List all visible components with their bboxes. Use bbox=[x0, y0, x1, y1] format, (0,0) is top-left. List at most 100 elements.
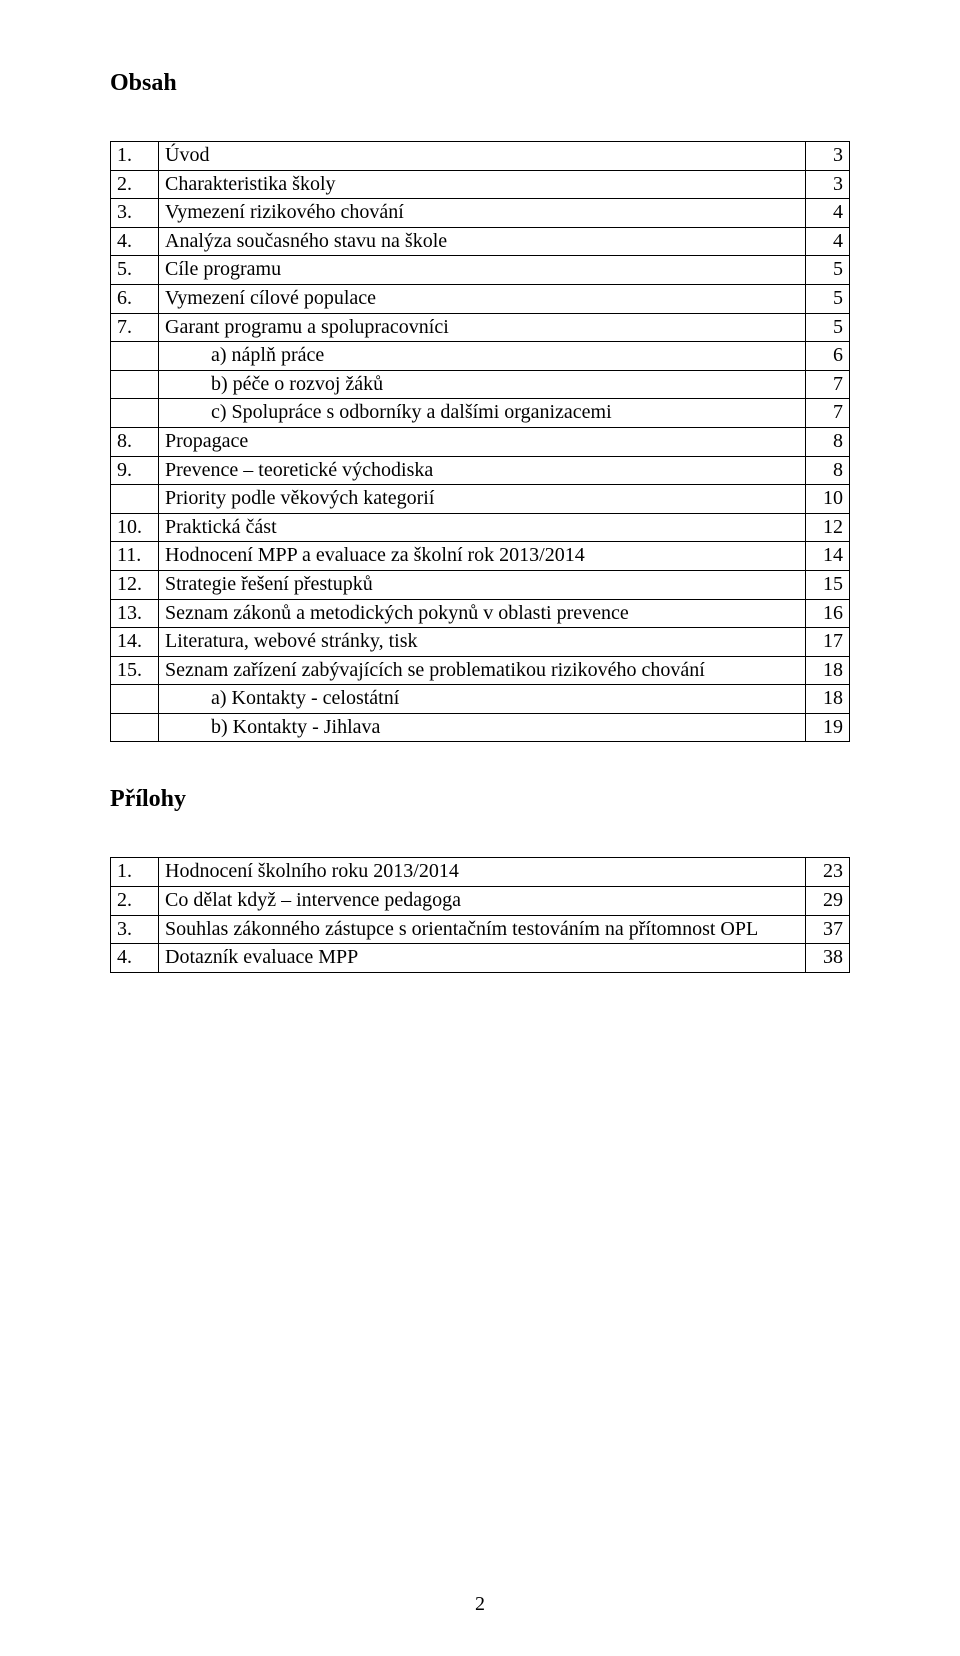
row-text: Co dělat když – intervence pedagoga bbox=[159, 887, 806, 916]
table-row: 13.Seznam zákonů a metodických pokynů v … bbox=[111, 599, 850, 628]
row-number: 7. bbox=[111, 313, 159, 342]
row-text: Praktická část bbox=[159, 513, 806, 542]
row-text: a) náplň práce bbox=[159, 342, 806, 371]
row-number: 3. bbox=[111, 199, 159, 228]
row-text: Strategie řešení přestupků bbox=[159, 570, 806, 599]
row-text: Vymezení rizikového chování bbox=[159, 199, 806, 228]
row-text: Charakteristika školy bbox=[159, 170, 806, 199]
row-page: 5 bbox=[806, 256, 850, 285]
row-number: 4. bbox=[111, 944, 159, 973]
row-number: 9. bbox=[111, 456, 159, 485]
row-number: 8. bbox=[111, 427, 159, 456]
table-row: a) náplň práce6 bbox=[111, 342, 850, 371]
row-text: Hodnocení MPP a evaluace za školní rok 2… bbox=[159, 542, 806, 571]
toc-table-attachments: 1.Hodnocení školního roku 2013/2014232.C… bbox=[110, 857, 850, 972]
row-text: Propagace bbox=[159, 427, 806, 456]
row-page: 10 bbox=[806, 485, 850, 514]
attachments-heading: Přílohy bbox=[110, 786, 850, 813]
row-page: 19 bbox=[806, 713, 850, 742]
table-row: c) Spolupráce s odborníky a dalšími orga… bbox=[111, 399, 850, 428]
row-number: 12. bbox=[111, 570, 159, 599]
row-page: 18 bbox=[806, 656, 850, 685]
table-row: 4.Dotazník evaluace MPP38 bbox=[111, 944, 850, 973]
table-row: 3.Souhlas zákonného zástupce s orientačn… bbox=[111, 915, 850, 944]
row-page: 3 bbox=[806, 170, 850, 199]
table-row: 5.Cíle programu5 bbox=[111, 256, 850, 285]
row-number: 5. bbox=[111, 256, 159, 285]
row-number bbox=[111, 485, 159, 514]
row-page: 37 bbox=[806, 915, 850, 944]
row-page: 3 bbox=[806, 142, 850, 171]
row-text: Literatura, webové stránky, tisk bbox=[159, 628, 806, 657]
table-row: 12.Strategie řešení přestupků15 bbox=[111, 570, 850, 599]
row-text: Seznam zákonů a metodických pokynů v obl… bbox=[159, 599, 806, 628]
table-row: 2.Charakteristika školy3 bbox=[111, 170, 850, 199]
row-number: 1. bbox=[111, 142, 159, 171]
row-page: 7 bbox=[806, 370, 850, 399]
page-number: 2 bbox=[110, 1593, 850, 1616]
row-page: 15 bbox=[806, 570, 850, 599]
table-row: 8.Propagace8 bbox=[111, 427, 850, 456]
row-text: Priority podle věkových kategorií bbox=[159, 485, 806, 514]
row-text: Dotazník evaluace MPP bbox=[159, 944, 806, 973]
row-text: Garant programu a spolupracovníci bbox=[159, 313, 806, 342]
row-page: 8 bbox=[806, 456, 850, 485]
row-page: 4 bbox=[806, 227, 850, 256]
table-row: 7.Garant programu a spolupracovníci5 bbox=[111, 313, 850, 342]
table-row: Priority podle věkových kategorií10 bbox=[111, 485, 850, 514]
table-row: b) Kontakty - Jihlava19 bbox=[111, 713, 850, 742]
row-text: b) péče o rozvoj žáků bbox=[159, 370, 806, 399]
row-number: 14. bbox=[111, 628, 159, 657]
row-text: Seznam zařízení zabývajících se problema… bbox=[159, 656, 806, 685]
row-text: Souhlas zákonného zástupce s orientačním… bbox=[159, 915, 806, 944]
row-text: Prevence – teoretické východiska bbox=[159, 456, 806, 485]
table-row: 15.Seznam zařízení zabývajících se probl… bbox=[111, 656, 850, 685]
table-row: a) Kontakty - celostátní18 bbox=[111, 685, 850, 714]
row-number: 6. bbox=[111, 284, 159, 313]
row-page: 16 bbox=[806, 599, 850, 628]
table-row: 10.Praktická část12 bbox=[111, 513, 850, 542]
row-number: 2. bbox=[111, 887, 159, 916]
page-title: Obsah bbox=[110, 70, 850, 97]
row-text: Vymezení cílové populace bbox=[159, 284, 806, 313]
row-number: 11. bbox=[111, 542, 159, 571]
row-page: 14 bbox=[806, 542, 850, 571]
table-row: 2.Co dělat když – intervence pedagoga29 bbox=[111, 887, 850, 916]
row-number bbox=[111, 370, 159, 399]
row-number bbox=[111, 713, 159, 742]
row-page: 6 bbox=[806, 342, 850, 371]
row-number: 15. bbox=[111, 656, 159, 685]
toc-table-main: 1.Úvod32.Charakteristika školy33.Vymezen… bbox=[110, 141, 850, 742]
row-text: b) Kontakty - Jihlava bbox=[159, 713, 806, 742]
row-number bbox=[111, 685, 159, 714]
row-text: c) Spolupráce s odborníky a dalšími orga… bbox=[159, 399, 806, 428]
row-page: 7 bbox=[806, 399, 850, 428]
row-page: 12 bbox=[806, 513, 850, 542]
table-row: 4.Analýza současného stavu na škole4 bbox=[111, 227, 850, 256]
row-number: 10. bbox=[111, 513, 159, 542]
row-page: 29 bbox=[806, 887, 850, 916]
row-page: 8 bbox=[806, 427, 850, 456]
table-row: 3.Vymezení rizikového chování4 bbox=[111, 199, 850, 228]
row-text: Analýza současného stavu na škole bbox=[159, 227, 806, 256]
table-row: 11.Hodnocení MPP a evaluace za školní ro… bbox=[111, 542, 850, 571]
row-page: 5 bbox=[806, 313, 850, 342]
table-row: 14.Literatura, webové stránky, tisk17 bbox=[111, 628, 850, 657]
row-page: 18 bbox=[806, 685, 850, 714]
row-text: a) Kontakty - celostátní bbox=[159, 685, 806, 714]
table-row: 1.Úvod3 bbox=[111, 142, 850, 171]
row-number: 2. bbox=[111, 170, 159, 199]
row-page: 5 bbox=[806, 284, 850, 313]
table-row: b) péče o rozvoj žáků7 bbox=[111, 370, 850, 399]
row-page: 38 bbox=[806, 944, 850, 973]
row-number bbox=[111, 342, 159, 371]
table-row: 6.Vymezení cílové populace5 bbox=[111, 284, 850, 313]
row-number bbox=[111, 399, 159, 428]
row-page: 4 bbox=[806, 199, 850, 228]
row-text: Hodnocení školního roku 2013/2014 bbox=[159, 858, 806, 887]
row-page: 23 bbox=[806, 858, 850, 887]
table-row: 1.Hodnocení školního roku 2013/201423 bbox=[111, 858, 850, 887]
row-text: Cíle programu bbox=[159, 256, 806, 285]
table-row: 9.Prevence – teoretické východiska8 bbox=[111, 456, 850, 485]
row-page: 17 bbox=[806, 628, 850, 657]
